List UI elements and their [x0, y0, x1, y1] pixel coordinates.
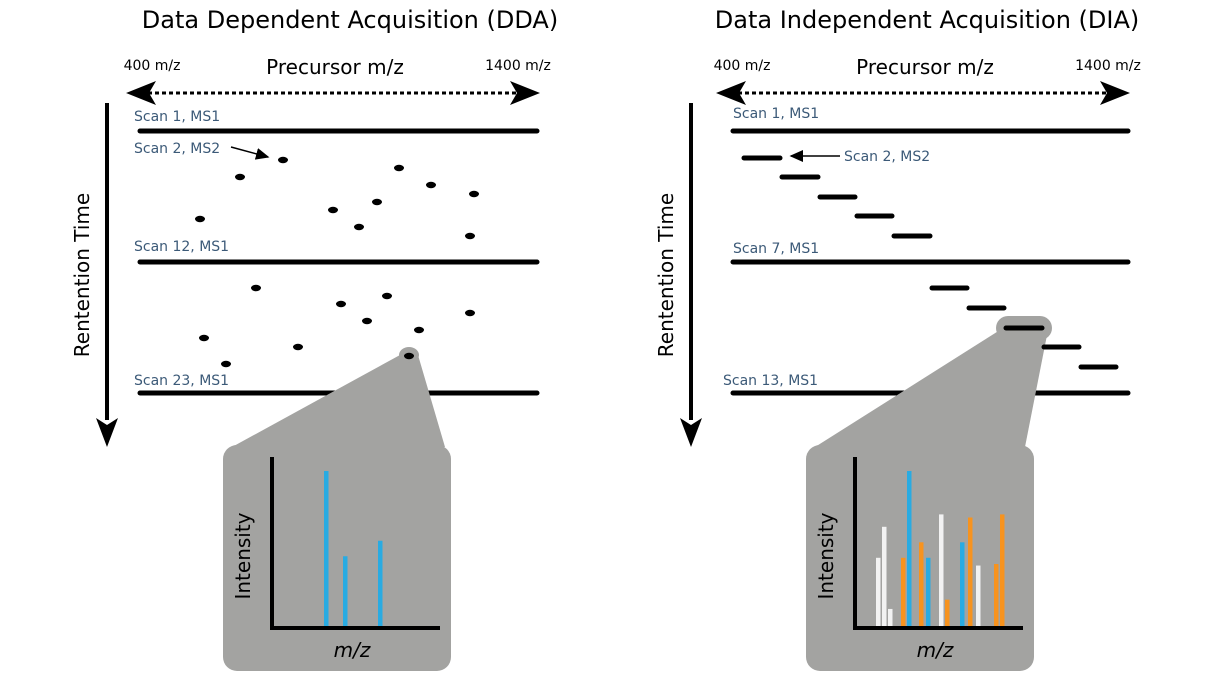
dda-mz-label: m/z [334, 638, 371, 662]
dia-zoom-cone [815, 330, 1048, 447]
dia-rt-arrow [680, 103, 702, 447]
dia-mz-range-arrow [716, 81, 1130, 105]
dia-peak [882, 526, 887, 626]
dda-ms2-dots [195, 156, 479, 368]
dia-rt-label: Rentention Time [654, 193, 678, 357]
dia-intensity-label: Intensity [814, 512, 838, 599]
dia-peak [919, 542, 924, 626]
dda-scan-label-1: Scan 1, MS1 [134, 109, 220, 125]
dda-mz-range-arrow [126, 81, 540, 105]
dda-range-start: 400 m/z [124, 58, 181, 74]
dda-rt-label: Rentention Time [70, 193, 94, 357]
dda-peak [343, 556, 348, 626]
dda-peak [324, 471, 329, 626]
dia-mz-label: m/z [917, 638, 954, 662]
dia-title: Data Independent Acquisition (DIA) [715, 6, 1139, 34]
dda-intensity-label: Intensity [231, 512, 255, 599]
dda-ms2-pointer-arrow [230, 146, 270, 160]
dda-zoom-cone [232, 355, 445, 447]
dia-peak [960, 542, 965, 626]
dia-isolation-windows [741, 155, 1119, 370]
dda-panel: Data Dependent Acquisition (DDA) 400 m/z… [70, 6, 558, 671]
dda-scan-label-12: Scan 12, MS1 [134, 239, 229, 255]
dia-peak [901, 557, 906, 626]
dia-peak [926, 557, 931, 626]
dda-scan-label-23: Scan 23, MS1 [134, 373, 229, 389]
dia-peak [907, 471, 912, 626]
dda-zoomed-dot [404, 352, 414, 360]
dia-peak [876, 557, 881, 626]
dda-range-end: 1400 m/z [485, 58, 551, 74]
dda-scan-label-2: Scan 2, MS2 [134, 141, 220, 157]
dia-peak [976, 565, 981, 626]
dia-precursor-label: Precursor m/z [856, 55, 994, 79]
dia-spectrum-peaks [876, 471, 1005, 626]
dda-spectrum-peaks [324, 471, 383, 626]
dia-range-end: 1400 m/z [1075, 58, 1141, 74]
dia-peak [994, 564, 999, 626]
dda-precursor-label: Precursor m/z [266, 55, 404, 79]
dia-peak [945, 599, 950, 626]
dda-rt-arrow [96, 103, 118, 447]
dda-peak [378, 540, 383, 626]
dda-spectrum-inset [223, 445, 451, 671]
dia-peak [939, 514, 944, 626]
dia-peak [1000, 514, 1005, 626]
dia-peak [888, 608, 893, 626]
dda-title: Data Dependent Acquisition (DDA) [142, 6, 558, 34]
dia-range-start: 400 m/z [714, 58, 771, 74]
dia-panel: Data Independent Acquisition (DIA) 400 m… [654, 6, 1141, 671]
dia-scan-label-1: Scan 1, MS1 [733, 106, 819, 122]
dia-scan-label-7: Scan 7, MS1 [733, 241, 819, 257]
dia-peak [968, 517, 973, 626]
dia-scan-label-2: Scan 2, MS2 [844, 149, 930, 165]
dia-scan-label-13: Scan 13, MS1 [723, 373, 818, 389]
